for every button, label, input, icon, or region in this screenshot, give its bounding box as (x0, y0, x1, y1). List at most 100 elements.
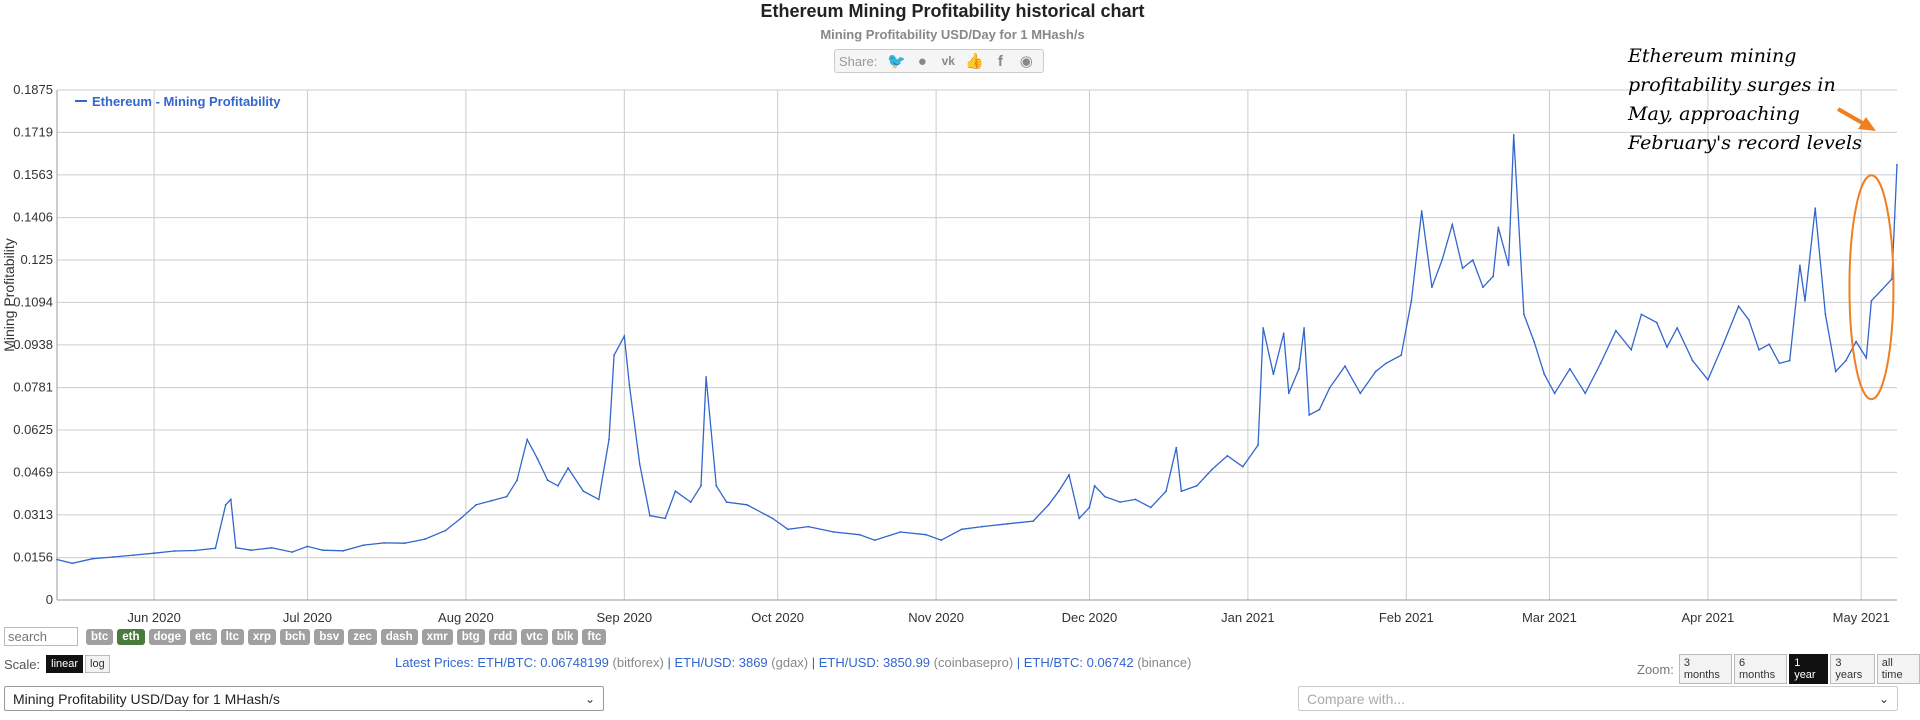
data-point (807, 525, 810, 528)
facebook-icon[interactable]: f (997, 52, 1003, 70)
price-item[interactable]: ETH/USD: 3850.99 (818, 655, 931, 670)
zoom-1-year-button[interactable]: 1 year (1789, 654, 1829, 684)
coin-tag-ftc[interactable]: ftc (582, 628, 607, 645)
like-icon[interactable]: 👍 (964, 53, 984, 70)
data-point (1149, 506, 1152, 509)
zoom-3-months-button[interactable]: 3 months (1678, 654, 1733, 684)
data-point (224, 503, 227, 506)
price-item[interactable]: ETH/USD: 3869 (674, 655, 768, 670)
compare-select-placeholder: Compare with... (1307, 690, 1406, 707)
data-point (1497, 226, 1500, 229)
price-item[interactable]: ETH/BTC: 0.06742 (1023, 655, 1134, 670)
data-point (1400, 354, 1403, 357)
data-point (1799, 264, 1801, 267)
price-item[interactable]: ETH/BTC: 0.06748199 (477, 655, 609, 670)
y-tick-label: 0.1719 (13, 124, 53, 139)
compare-select[interactable]: Compare with... ⌄ (1298, 686, 1898, 711)
zoom-6-months-button[interactable]: 6 months (1734, 654, 1788, 684)
data-point (362, 544, 365, 546)
coin-tag-vtc[interactable]: vtc (521, 628, 548, 645)
y-axis-label: Mining Profitability (1, 238, 17, 352)
data-point (1410, 299, 1413, 302)
coin-tag-bsv[interactable]: bsv (314, 628, 345, 645)
scale-linear-button[interactable]: linear (46, 655, 84, 673)
x-tick-label: Jan 2021 (1221, 610, 1275, 625)
data-point (250, 549, 253, 552)
data-point (613, 354, 615, 357)
coin-tag-doge[interactable]: doge (148, 628, 186, 645)
data-point (91, 557, 94, 560)
data-point (1287, 392, 1290, 395)
data-point (628, 384, 631, 386)
data-point (1175, 446, 1178, 449)
data-point (321, 549, 324, 552)
data-point (1707, 378, 1709, 381)
reddit-icon[interactable]: ● (917, 52, 927, 70)
y-tick-label: 0.0938 (13, 337, 53, 352)
data-point (1180, 490, 1183, 493)
data-point (1165, 490, 1167, 493)
data-point (715, 484, 718, 487)
data-point (1676, 327, 1679, 329)
vk-icon[interactable]: vk (941, 54, 955, 68)
data-point (1272, 373, 1275, 376)
data-point (1195, 484, 1198, 487)
coin-tag-etc[interactable]: etc (189, 628, 217, 645)
zoom-control: Zoom: 3 months 6 months 1 year 3 years a… (1637, 654, 1920, 684)
data-point (1533, 340, 1535, 343)
coin-tag-bar: btcethdogeetcltcxrpbchbsvzecdashxmrbtgrd… (4, 627, 610, 646)
twitter-icon[interactable]: 🐦 (886, 53, 906, 70)
coin-tag-eth[interactable]: eth (117, 628, 145, 645)
data-point (1824, 313, 1827, 316)
coin-tag-btg[interactable]: btg (456, 628, 485, 645)
coin-tag-xrp[interactable]: xrp (248, 628, 276, 645)
x-tick-label: Sep 2020 (596, 610, 652, 625)
zoom-3-years-button[interactable]: 3 years (1830, 654, 1875, 684)
y-tick-label: 0.0781 (13, 380, 53, 395)
data-point (623, 335, 626, 338)
coin-tag-xmr[interactable]: xmr (421, 628, 453, 645)
data-point (582, 490, 585, 493)
y-tick-label: 0.1563 (13, 167, 53, 182)
search-input[interactable] (4, 627, 78, 646)
data-point (689, 501, 692, 503)
data-point (1241, 465, 1244, 468)
data-point (1778, 362, 1781, 365)
y-tick-label: 0.0313 (13, 507, 53, 522)
data-point (771, 517, 774, 520)
coin-tags: btc eth doge etc ltc xrp bch bsv zec dash xmr btg rd… (86, 628, 610, 645)
coin-tag-bch[interactable]: bch (279, 628, 311, 645)
data-point (1758, 348, 1760, 351)
metric-select[interactable]: Mining Profitability USD/Day for 1 MHash… (4, 686, 604, 711)
coin-tag-dash[interactable]: dash (380, 628, 418, 645)
data-point (1344, 365, 1346, 367)
x-tick-label: Jul 2020 (283, 610, 332, 625)
data-point (1804, 299, 1806, 302)
data-point (700, 484, 702, 487)
data-point (981, 525, 983, 528)
data-point (1666, 346, 1668, 348)
data-point (638, 463, 641, 465)
data-point (475, 503, 477, 506)
data-point (1523, 313, 1525, 316)
weibo-icon[interactable]: ◉ (1019, 53, 1033, 70)
data-point (1512, 134, 1515, 136)
data-point (1615, 329, 1617, 332)
data-point (1691, 359, 1694, 362)
data-point (1722, 343, 1725, 346)
data-point (746, 503, 748, 506)
data-point (1451, 223, 1454, 226)
coin-tag-blk[interactable]: blk (551, 628, 579, 645)
x-tick-label: Feb 2021 (1379, 610, 1434, 625)
zoom-all-time-button[interactable]: all time (1876, 654, 1920, 684)
data-point (1374, 370, 1377, 373)
coin-tag-zec[interactable]: zec (348, 628, 377, 645)
highlight-arrowhead (1858, 117, 1876, 131)
scale-log-button[interactable]: log (85, 655, 110, 673)
coin-tag-ltc[interactable]: ltc (220, 628, 245, 645)
price-source: (bitforex) (612, 655, 664, 670)
coin-tag-rdd[interactable]: rdd (488, 628, 518, 645)
x-tick-label: Aug 2020 (438, 610, 494, 625)
coin-tag-btc[interactable]: btc (86, 628, 114, 645)
data-point (1006, 522, 1009, 525)
